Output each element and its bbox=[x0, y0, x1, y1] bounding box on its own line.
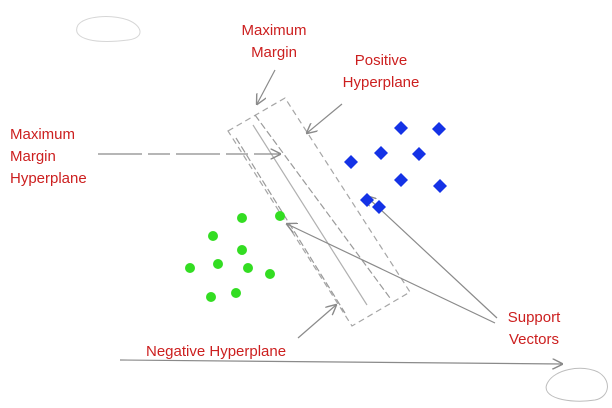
negative-point bbox=[237, 213, 247, 223]
positive-hyperplane-arrow bbox=[307, 103, 343, 133]
negative-point bbox=[237, 245, 247, 255]
positive-point bbox=[394, 121, 408, 135]
positive-point bbox=[372, 200, 386, 214]
negative-point bbox=[208, 231, 218, 241]
maximum-margin-hyperplane-label-line-1: Maximum bbox=[10, 126, 76, 143]
negative-point bbox=[206, 292, 216, 302]
negative-point bbox=[185, 263, 195, 273]
negative-class-points bbox=[185, 211, 285, 302]
positive-point bbox=[344, 155, 358, 169]
positive-hyperplane-label: Positive Hyperplane bbox=[326, 50, 436, 94]
negative-point bbox=[243, 263, 253, 273]
positive-class-points bbox=[344, 121, 447, 214]
support-vectors-label: Support Vectors bbox=[494, 307, 574, 351]
support-vectors-label-line-1: Support bbox=[507, 309, 561, 326]
support-vector-arrow-upper bbox=[366, 196, 498, 319]
positive-hyperplane-line bbox=[254, 114, 391, 299]
positive-point bbox=[374, 146, 388, 160]
support-vector-arrow-lower bbox=[287, 224, 496, 324]
negative-point bbox=[265, 269, 275, 279]
positive-point bbox=[433, 179, 447, 193]
maximum-margin-hyperplane-label-line-3: Hyperplane bbox=[10, 170, 87, 187]
maximum-margin-hyperplane-label: Maximum Margin Hyperplane bbox=[10, 124, 87, 190]
margin-outline bbox=[227, 97, 411, 327]
positive-point bbox=[412, 147, 426, 161]
sketch-oval-bottom-right bbox=[545, 367, 608, 402]
support-vectors-label-line-2: Vectors bbox=[508, 331, 560, 348]
negative-point bbox=[213, 259, 223, 269]
negative-point bbox=[275, 211, 285, 221]
maximum-margin-arrow bbox=[257, 69, 276, 104]
maximum-margin-label: Maximum Margin bbox=[236, 20, 312, 64]
positive-point bbox=[432, 122, 446, 136]
bottom-guide-arrow bbox=[119, 360, 562, 364]
positive-hyperplane-label-line-2: Hyperplane bbox=[342, 74, 420, 91]
negative-hyperplane-label: Negative Hyperplane bbox=[146, 343, 287, 360]
sketch-oval-top-left bbox=[76, 16, 141, 42]
maximum-margin-label-line-2: Margin bbox=[251, 44, 297, 61]
annotation-arrows bbox=[98, 69, 562, 364]
maximum-margin-hyperplane-label-line-2: Margin bbox=[10, 148, 56, 165]
negative-hyperplane-arrow bbox=[297, 305, 336, 339]
positive-point bbox=[394, 173, 408, 187]
positive-point bbox=[360, 193, 374, 207]
positive-hyperplane-label-line-1: Positive bbox=[354, 52, 408, 69]
negative-point bbox=[231, 288, 241, 298]
maximum-margin-label-line-1: Maximum bbox=[241, 22, 307, 39]
